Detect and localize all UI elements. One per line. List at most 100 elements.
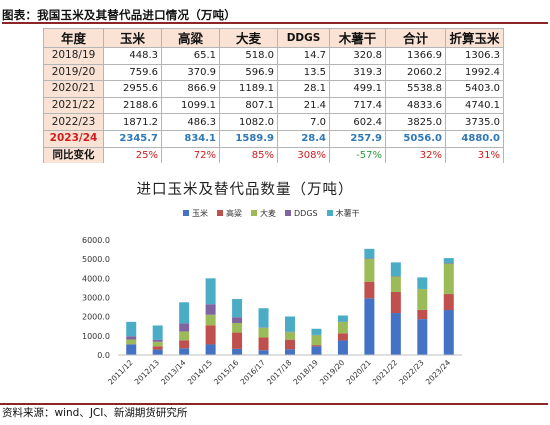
y-tick-label: 1000.0 xyxy=(82,332,110,341)
bar-segment xyxy=(152,325,163,340)
bar-segment xyxy=(285,316,295,332)
bar-segment xyxy=(232,317,243,323)
legend-swatch xyxy=(326,210,333,216)
bar-segment xyxy=(337,340,348,355)
bar-stack xyxy=(152,325,163,355)
x-tick-label: 2023/24 xyxy=(424,358,453,387)
legend-label: 高粱 xyxy=(226,208,242,218)
bar-stack xyxy=(443,258,454,355)
bar-segment xyxy=(443,294,454,311)
header-ddgs: DDGS xyxy=(277,28,330,48)
header-total: 合计 xyxy=(385,28,446,48)
chart-legend: 玉米 高粱 大麦 DDGS 木薯干 xyxy=(183,207,360,219)
bar-segment xyxy=(179,331,190,341)
bar-stack xyxy=(337,315,348,355)
table-row: 2022/23 1871.2 486.3 1082.0 7.0 602.4 3825.0 37… xyxy=(43,113,504,131)
y-tick-label: 3000.0 xyxy=(82,294,110,303)
bar-groups xyxy=(126,248,454,355)
table-header-row: 年度 玉米 高粱 大麦 DDGS 木薯干 合计 折算玉米 xyxy=(43,28,504,48)
bar-segment xyxy=(364,281,375,299)
bar-segment xyxy=(311,335,322,346)
bar-segment xyxy=(258,350,269,355)
x-tick-label: 2011/12 xyxy=(106,358,135,387)
table-row: 2019/20 759.6 370.9 596.9 13.5 319.3 2060.2 199… xyxy=(43,63,504,82)
bar-segment xyxy=(152,339,163,342)
bar-segment xyxy=(126,336,137,340)
header-rule xyxy=(2,22,548,24)
x-tick-label: 2014/15 xyxy=(186,358,215,387)
bar-segment xyxy=(179,302,190,324)
bar-segment xyxy=(417,277,428,289)
header-corn-equivalent: 折算玉米 xyxy=(445,28,504,48)
bar-segment xyxy=(258,337,269,351)
bar-segment xyxy=(443,263,454,264)
bar-segment xyxy=(152,341,163,347)
bar-stack xyxy=(205,278,216,355)
bar-segment xyxy=(285,349,295,355)
bar-segment xyxy=(443,310,454,355)
x-tick-label: 2015/16 xyxy=(212,358,241,387)
table-body: 2018/19 448.3 65.1 518.0 14.7 320.8 1366.9 1306… xyxy=(43,47,504,164)
bar-segment xyxy=(417,309,428,320)
bar-stack xyxy=(126,321,137,355)
x-tick-label: 2020/21 xyxy=(344,358,373,387)
x-tick-label: 2013/14 xyxy=(159,358,188,387)
legend-item: 大麦 xyxy=(251,208,276,219)
bar-segment xyxy=(179,340,190,349)
x-axis: 2011/122012/132013/142014/152015/162016/… xyxy=(106,354,462,387)
bar-segment xyxy=(364,258,375,259)
bar-stack xyxy=(179,302,190,355)
legend-label: 玉米 xyxy=(192,208,208,218)
chart-title: 进口玉米及替代品数量（万吨） xyxy=(136,182,354,198)
legend-swatch xyxy=(217,210,223,216)
header-cassava: 木薯干 xyxy=(329,28,386,48)
bar-segment xyxy=(179,323,190,332)
bar-segment xyxy=(205,325,216,345)
table-row: 2018/19 448.3 65.1 518.0 14.7 320.8 1366.9 1306… xyxy=(43,47,504,65)
legend-swatch xyxy=(183,210,189,216)
bar-segment xyxy=(364,298,375,355)
bar-segment xyxy=(179,348,190,355)
bar-segment xyxy=(152,349,163,355)
legend-swatch xyxy=(251,210,257,216)
y-tick-label: 2000.0 xyxy=(82,313,110,322)
legend-item: DDGS xyxy=(285,209,318,218)
bar-segment xyxy=(205,314,216,326)
bar-segment xyxy=(232,322,243,333)
x-tick-label: 2017/18 xyxy=(265,358,294,387)
legend-label: DDGS xyxy=(294,208,318,218)
bar-segment xyxy=(337,333,348,341)
x-tick-label: 2022/23 xyxy=(397,358,426,387)
legend-item: 玉米 xyxy=(183,208,208,219)
figure-header: 图表：我国玉米及其替代品进口情况（万吨） xyxy=(2,4,548,24)
bar-segment xyxy=(205,344,216,355)
bar-stack xyxy=(417,277,428,355)
bar-segment xyxy=(285,332,295,340)
bar-segment xyxy=(126,344,137,355)
bar-segment xyxy=(232,299,243,318)
y-axis: 0.0 1000.0 2000.0 3000.0 4000.0 5000.0 6000.0 xyxy=(82,236,110,360)
row-year-cell: 2022/23 xyxy=(43,113,104,131)
x-tick-label: 2016/17 xyxy=(239,358,268,387)
bar-stack xyxy=(364,248,375,355)
legend-label: 木薯干 xyxy=(335,208,360,218)
bar-segment xyxy=(126,321,137,337)
legend-item: 木薯干 xyxy=(326,208,360,219)
y-tick-label: 4000.0 xyxy=(82,274,110,283)
bar-segment xyxy=(205,304,216,315)
import-table: 年度 玉米 高粱 大麦 DDGS 木薯干 合计 折算玉米 2018/19 448.… xyxy=(43,28,504,164)
bar-segment xyxy=(258,308,269,328)
bar-segment xyxy=(232,332,243,349)
bar-segment xyxy=(390,291,401,314)
bar-segment xyxy=(364,258,375,282)
row-year-cell: 2018/19 xyxy=(43,47,104,65)
bar-segment xyxy=(311,346,322,355)
bar-segment xyxy=(232,348,243,355)
bar-segment xyxy=(390,276,401,292)
table-row: 2021/22 2188.6 1099.1 807.1 21.4 717.4 4833.6 4… xyxy=(43,96,504,115)
header-sorghum: 高粱 xyxy=(161,28,220,48)
bar-stack xyxy=(311,328,322,355)
bar-stack xyxy=(258,308,269,355)
